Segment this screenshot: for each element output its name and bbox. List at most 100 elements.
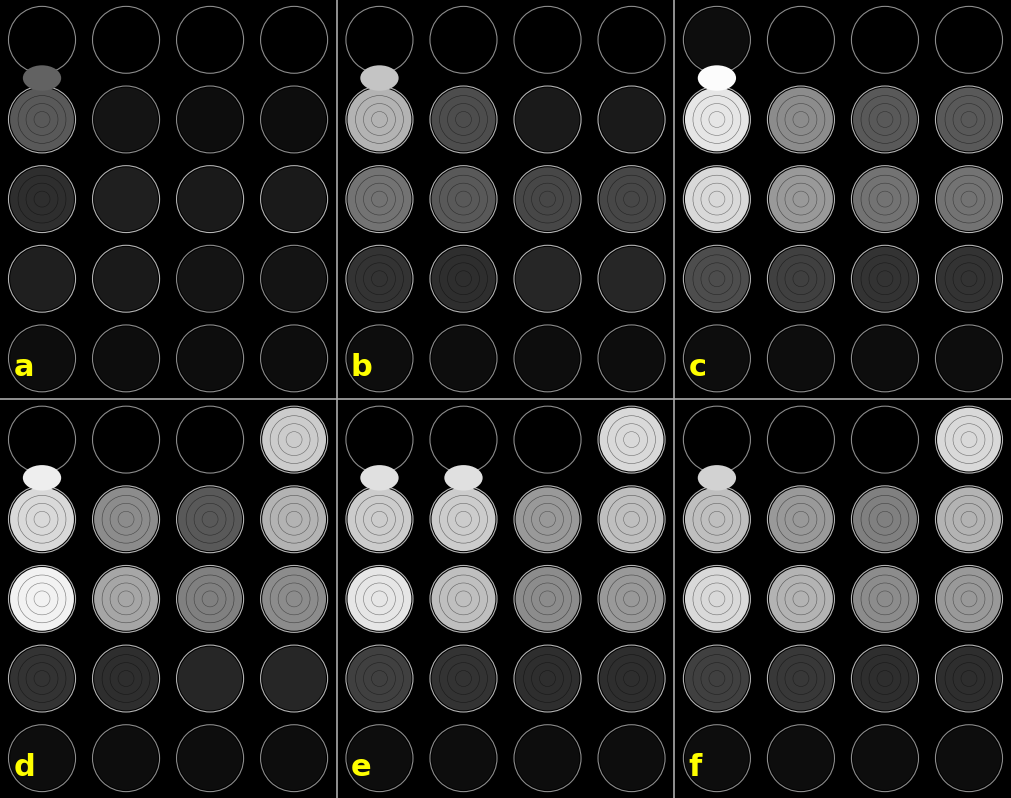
Ellipse shape [685,646,749,710]
Ellipse shape [685,8,749,72]
Ellipse shape [600,247,663,310]
Ellipse shape [94,326,158,390]
Ellipse shape [853,488,917,551]
Ellipse shape [348,488,411,551]
Ellipse shape [937,726,1001,790]
Ellipse shape [600,408,663,472]
Ellipse shape [937,168,1001,231]
Ellipse shape [516,88,579,152]
Ellipse shape [853,646,917,710]
Ellipse shape [937,326,1001,390]
Ellipse shape [432,247,495,310]
Ellipse shape [516,408,579,472]
Ellipse shape [178,488,242,551]
Ellipse shape [444,465,482,491]
Ellipse shape [769,8,833,72]
Ellipse shape [516,326,579,390]
Ellipse shape [178,8,242,72]
Ellipse shape [262,408,326,472]
Ellipse shape [432,567,495,630]
Ellipse shape [516,726,579,790]
Ellipse shape [178,168,242,231]
Ellipse shape [348,646,411,710]
Ellipse shape [432,168,495,231]
Ellipse shape [600,646,663,710]
Ellipse shape [600,326,663,390]
Ellipse shape [937,646,1001,710]
Ellipse shape [853,408,917,472]
Ellipse shape [262,488,326,551]
Ellipse shape [600,726,663,790]
Ellipse shape [937,567,1001,630]
Ellipse shape [348,88,411,152]
Ellipse shape [769,726,833,790]
Ellipse shape [937,488,1001,551]
Ellipse shape [360,465,398,491]
Ellipse shape [10,88,74,152]
Ellipse shape [769,488,833,551]
Ellipse shape [348,726,411,790]
Ellipse shape [262,567,326,630]
Ellipse shape [516,168,579,231]
Ellipse shape [94,646,158,710]
Text: f: f [688,753,702,782]
Ellipse shape [348,567,411,630]
Ellipse shape [685,488,749,551]
Ellipse shape [769,567,833,630]
Ellipse shape [262,168,326,231]
Ellipse shape [769,408,833,472]
Ellipse shape [698,65,736,91]
Ellipse shape [10,567,74,630]
Ellipse shape [262,326,326,390]
Ellipse shape [348,326,411,390]
Ellipse shape [853,88,917,152]
Ellipse shape [348,8,411,72]
Ellipse shape [10,408,74,472]
Ellipse shape [853,326,917,390]
Ellipse shape [94,168,158,231]
Ellipse shape [516,567,579,630]
Ellipse shape [178,408,242,472]
Ellipse shape [685,326,749,390]
Ellipse shape [23,65,62,91]
Ellipse shape [432,408,495,472]
Ellipse shape [94,247,158,310]
Ellipse shape [10,646,74,710]
Ellipse shape [94,726,158,790]
Text: e: e [351,753,371,782]
Ellipse shape [685,408,749,472]
Ellipse shape [600,567,663,630]
Ellipse shape [853,726,917,790]
Ellipse shape [600,88,663,152]
Ellipse shape [10,726,74,790]
Ellipse shape [360,65,398,91]
Ellipse shape [685,567,749,630]
Ellipse shape [516,488,579,551]
Ellipse shape [262,247,326,310]
Ellipse shape [853,247,917,310]
Ellipse shape [937,247,1001,310]
Ellipse shape [178,726,242,790]
Ellipse shape [937,408,1001,472]
Ellipse shape [432,8,495,72]
Ellipse shape [432,726,495,790]
Ellipse shape [600,8,663,72]
Ellipse shape [10,247,74,310]
Ellipse shape [262,8,326,72]
Ellipse shape [10,8,74,72]
Ellipse shape [769,646,833,710]
Ellipse shape [853,8,917,72]
Ellipse shape [178,567,242,630]
Ellipse shape [348,168,411,231]
Ellipse shape [10,168,74,231]
Ellipse shape [600,168,663,231]
Ellipse shape [262,646,326,710]
Ellipse shape [178,646,242,710]
Ellipse shape [262,88,326,152]
Ellipse shape [937,8,1001,72]
Ellipse shape [23,465,62,491]
Ellipse shape [769,326,833,390]
Text: c: c [688,354,707,382]
Ellipse shape [853,567,917,630]
Text: a: a [13,354,34,382]
